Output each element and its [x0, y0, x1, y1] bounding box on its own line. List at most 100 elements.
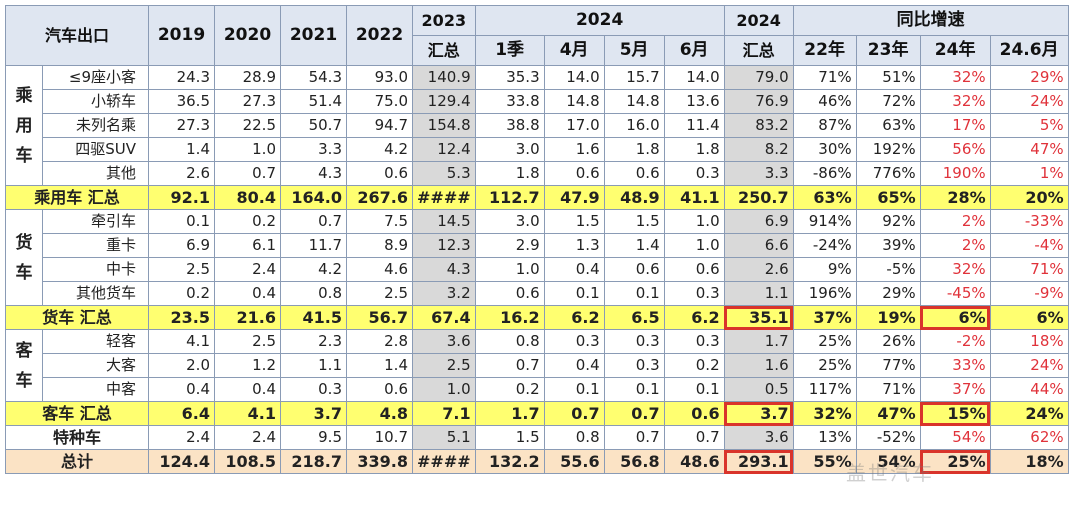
growth-cell: 47%	[989, 137, 1069, 162]
value-cell: 24.3	[148, 65, 215, 90]
value-cell: 55.6	[543, 449, 605, 474]
value-cell: 10.7	[346, 425, 413, 450]
value-cell: 76.9	[723, 89, 794, 114]
value-cell: 1.1	[280, 353, 347, 378]
growth-cell: 32%	[792, 401, 857, 426]
growth-cell: 71%	[855, 377, 921, 402]
header-title: 汽车出口	[5, 5, 149, 66]
value-cell: 12.3	[412, 233, 476, 258]
value-cell: 0.3	[603, 353, 665, 378]
value-cell: 1.8	[603, 137, 665, 162]
value-cell: 4.1	[148, 329, 215, 354]
growth-cell: -52%	[855, 425, 921, 450]
value-cell: 16.0	[603, 113, 665, 138]
growth-cell: 24%	[989, 353, 1069, 378]
table-row: 重卡 6.9 6.1 11.7 8.9 12.3 2.9 1.3 1.4 1.0 6.6 -24% 39…	[6, 233, 1069, 258]
value-cell: 1.0	[663, 233, 725, 258]
growth-cell: 62%	[989, 425, 1069, 450]
row-label: 大客	[42, 353, 149, 378]
row-label: 其他货车	[42, 281, 149, 306]
value-cell: 4.6	[346, 257, 413, 282]
value-cell: 2.5	[148, 257, 215, 282]
value-cell: 129.4	[412, 89, 476, 114]
table-row: 小轿车 36.5 27.3 51.4 75.0 129.4 33.8 14.8 14.8 13.6…	[6, 89, 1069, 114]
growth-cell: 9%	[792, 257, 857, 282]
growth-cell: 55%	[792, 449, 857, 474]
value-cell: 0.8	[280, 281, 347, 306]
table-row: 特种车 2.4 2.4 9.5 10.7 5.1 1.5 0.8 0.7 0.7 3.6 13% -52…	[5, 425, 1069, 450]
header-2024-group: 2024	[474, 5, 725, 36]
row-label: 总计	[5, 449, 149, 474]
growth-cell: 17%	[919, 113, 991, 138]
row-label: 特种车	[5, 425, 149, 450]
row-label: 四驱SUV	[42, 137, 149, 162]
value-cell: 35.3	[474, 65, 545, 90]
growth-cell: 29%	[855, 281, 921, 306]
value-cell: 6.1	[214, 233, 281, 258]
growth-cell: 92%	[855, 209, 921, 234]
row-label: 中卡	[42, 257, 149, 282]
value-cell: 94.7	[346, 113, 413, 138]
growth-cell: 46%	[792, 89, 857, 114]
value-cell: 0.7	[663, 425, 725, 450]
growth-cell: 30%	[792, 137, 857, 162]
subtotal-row: 乘用车 汇总 92.1 80.4 164.0 267.6 #### 112.7 47.9 48.…	[5, 185, 1069, 210]
growth-cell: 1%	[989, 161, 1069, 186]
value-cell: ####	[412, 185, 476, 210]
value-cell: 0.8	[474, 329, 545, 354]
value-cell: 112.7	[474, 185, 545, 210]
growth-cell: 87%	[792, 113, 857, 138]
growth-cell: 37%	[919, 377, 991, 402]
value-cell: 4.1	[214, 401, 281, 426]
growth-cell: 77%	[855, 353, 921, 378]
growth-cell: 24%	[989, 89, 1069, 114]
value-cell: 41.5	[280, 305, 347, 330]
value-cell: 54.3	[280, 65, 347, 90]
growth-cell: -4%	[989, 233, 1069, 258]
value-cell: 93.0	[346, 65, 413, 90]
value-cell: 0.3	[280, 377, 347, 402]
growth-cell: 190%	[919, 161, 991, 186]
value-cell: ####	[412, 449, 476, 474]
value-cell: 1.3	[543, 233, 605, 258]
header-year-2019: 2019	[148, 5, 215, 66]
growth-cell: 24%	[989, 401, 1069, 426]
value-cell: 0.6	[603, 161, 665, 186]
value-cell: 48.6	[663, 449, 725, 474]
value-cell: 124.4	[148, 449, 215, 474]
value-cell: 0.3	[663, 161, 725, 186]
value-cell: 4.8	[346, 401, 413, 426]
value-cell: 14.5	[412, 209, 476, 234]
value-cell: 1.8	[474, 161, 545, 186]
header-month-may: 5月	[603, 35, 665, 66]
growth-cell: 192%	[855, 137, 921, 162]
value-cell: 4.3	[280, 161, 347, 186]
growth-cell: 117%	[792, 377, 857, 402]
table-row: 乘用车 ≤9座小客 24.3 28.9 54.3 93.0 140.9 35.3 14.0 15.…	[5, 65, 1069, 186]
value-cell: 0.6	[663, 401, 725, 426]
value-cell: 0.1	[543, 281, 605, 306]
growth-cell: -9%	[989, 281, 1069, 306]
value-cell: 4.2	[346, 137, 413, 162]
header-row-1: 汽车出口 2019 2020 2021 2022 2023 2024 2024 …	[5, 5, 1069, 66]
value-cell: 56.8	[603, 449, 665, 474]
value-cell: 0.1	[603, 377, 665, 402]
value-cell: 51.4	[280, 89, 347, 114]
table-row: 中客 0.4 0.4 0.3 0.6 1.0 0.2 0.1 0.1 0.1 0.5 117% 71% 3…	[6, 377, 1069, 402]
value-cell: 0.1	[603, 281, 665, 306]
value-cell: 1.0	[412, 377, 476, 402]
value-cell: 1.7	[723, 329, 794, 354]
value-cell: 108.5	[214, 449, 281, 474]
growth-cell: 2%	[919, 209, 991, 234]
table-row: 其他 2.6 0.7 4.3 0.6 5.3 1.8 0.6 0.6 0.3 3.3 -86% 776%…	[6, 161, 1069, 186]
row-label: 乘用车 汇总	[5, 185, 149, 210]
value-cell: 0.3	[663, 281, 725, 306]
value-cell: 0.6	[543, 161, 605, 186]
value-cell: 1.4	[346, 353, 413, 378]
table-row: 客车 轻客 4.1 2.5 2.3 2.8 3.6 0.8 0.3 0.3 0.3 1.7 25% 26%…	[5, 329, 1069, 402]
value-cell: 8.2	[723, 137, 794, 162]
value-cell: 0.5	[723, 377, 794, 402]
value-cell: 4.3	[412, 257, 476, 282]
growth-cell: 32%	[919, 257, 991, 282]
growth-cell: 29%	[989, 65, 1069, 90]
